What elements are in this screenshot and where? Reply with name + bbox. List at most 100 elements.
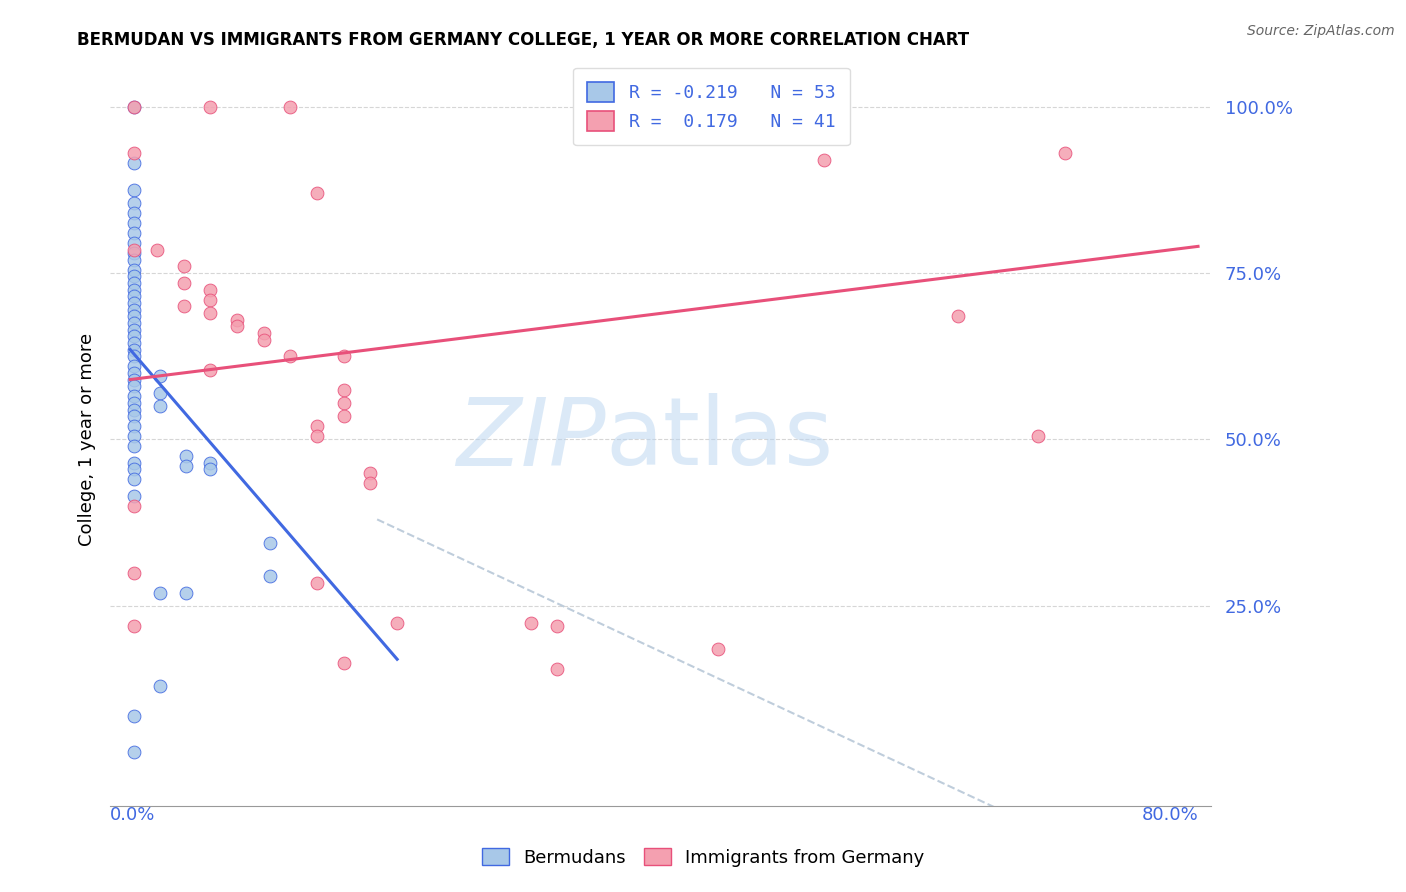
Point xyxy=(946,310,969,324)
Point xyxy=(253,333,276,347)
Point xyxy=(122,146,145,161)
Point xyxy=(122,389,145,403)
Point xyxy=(173,276,195,290)
Point xyxy=(122,746,145,760)
Point xyxy=(226,312,249,326)
Point xyxy=(122,206,145,220)
Point xyxy=(122,709,145,723)
Point xyxy=(813,153,835,167)
Point xyxy=(253,326,276,340)
Point xyxy=(122,276,145,290)
Point xyxy=(122,343,145,357)
Point xyxy=(174,585,197,599)
Point xyxy=(122,456,145,470)
Point xyxy=(122,619,145,633)
Point xyxy=(122,226,145,240)
Point xyxy=(122,269,145,284)
Point xyxy=(332,349,354,363)
Point xyxy=(122,246,145,260)
Point xyxy=(122,419,145,434)
Point xyxy=(200,462,222,476)
Point xyxy=(546,662,568,676)
Point xyxy=(200,283,222,297)
Point xyxy=(148,385,170,400)
Point xyxy=(332,656,354,670)
Text: 80.0%: 80.0% xyxy=(1142,806,1198,824)
Point xyxy=(122,489,145,503)
Text: BERMUDAN VS IMMIGRANTS FROM GERMANY COLLEGE, 1 YEAR OR MORE CORRELATION CHART: BERMUDAN VS IMMIGRANTS FROM GERMANY COLL… xyxy=(77,31,970,49)
Point xyxy=(359,466,381,480)
Point xyxy=(259,535,281,549)
Point xyxy=(332,409,354,424)
Point xyxy=(122,243,145,257)
Point xyxy=(122,156,145,170)
Point xyxy=(359,475,381,490)
Point xyxy=(122,289,145,303)
Point xyxy=(385,615,408,630)
Point xyxy=(148,369,170,384)
Point xyxy=(146,243,169,257)
Text: ZIP: ZIP xyxy=(456,394,606,485)
Point xyxy=(122,316,145,330)
Point xyxy=(122,283,145,297)
Point xyxy=(307,186,329,200)
Point xyxy=(122,302,145,317)
Point xyxy=(122,373,145,387)
Point xyxy=(122,472,145,486)
Point xyxy=(122,335,145,350)
Point xyxy=(200,99,222,113)
Point xyxy=(122,196,145,211)
Point xyxy=(122,262,145,277)
Point xyxy=(332,396,354,410)
Point xyxy=(148,399,170,413)
Legend: Bermudans, Immigrants from Germany: Bermudans, Immigrants from Germany xyxy=(474,841,932,874)
Point xyxy=(122,323,145,337)
Point xyxy=(122,396,145,410)
Text: Source: ZipAtlas.com: Source: ZipAtlas.com xyxy=(1247,24,1395,38)
Point xyxy=(122,329,145,343)
Point xyxy=(280,99,302,113)
Point xyxy=(122,296,145,310)
Point xyxy=(307,429,329,443)
Point xyxy=(174,449,197,463)
Legend: R = -0.219   N = 53, R =  0.179   N = 41: R = -0.219 N = 53, R = 0.179 N = 41 xyxy=(572,68,851,145)
Point xyxy=(122,99,145,113)
Point xyxy=(122,429,145,443)
Point xyxy=(122,99,145,113)
Point xyxy=(122,349,145,363)
Point xyxy=(200,306,222,320)
Point xyxy=(122,409,145,424)
Point xyxy=(122,252,145,267)
Point xyxy=(122,235,145,250)
Text: atlas: atlas xyxy=(606,393,834,485)
Point xyxy=(148,679,170,693)
Point xyxy=(1053,146,1076,161)
Point xyxy=(307,575,329,590)
Point xyxy=(280,349,302,363)
Point xyxy=(148,585,170,599)
Point xyxy=(200,456,222,470)
Point xyxy=(122,499,145,513)
Point xyxy=(1026,429,1049,443)
Point xyxy=(200,293,222,307)
Point xyxy=(122,183,145,197)
Point xyxy=(332,383,354,397)
Y-axis label: College, 1 year or more: College, 1 year or more xyxy=(79,333,96,546)
Point xyxy=(122,359,145,374)
Point xyxy=(226,319,249,334)
Point xyxy=(122,402,145,417)
Point xyxy=(519,615,541,630)
Point xyxy=(122,379,145,393)
Point xyxy=(173,260,195,274)
Point xyxy=(546,619,568,633)
Point xyxy=(122,216,145,230)
Point xyxy=(174,459,197,474)
Point xyxy=(122,366,145,380)
Point xyxy=(259,569,281,583)
Point xyxy=(122,439,145,453)
Point xyxy=(122,462,145,476)
Point xyxy=(122,566,145,580)
Point xyxy=(200,362,222,376)
Point xyxy=(307,419,329,434)
Text: 0.0%: 0.0% xyxy=(110,806,156,824)
